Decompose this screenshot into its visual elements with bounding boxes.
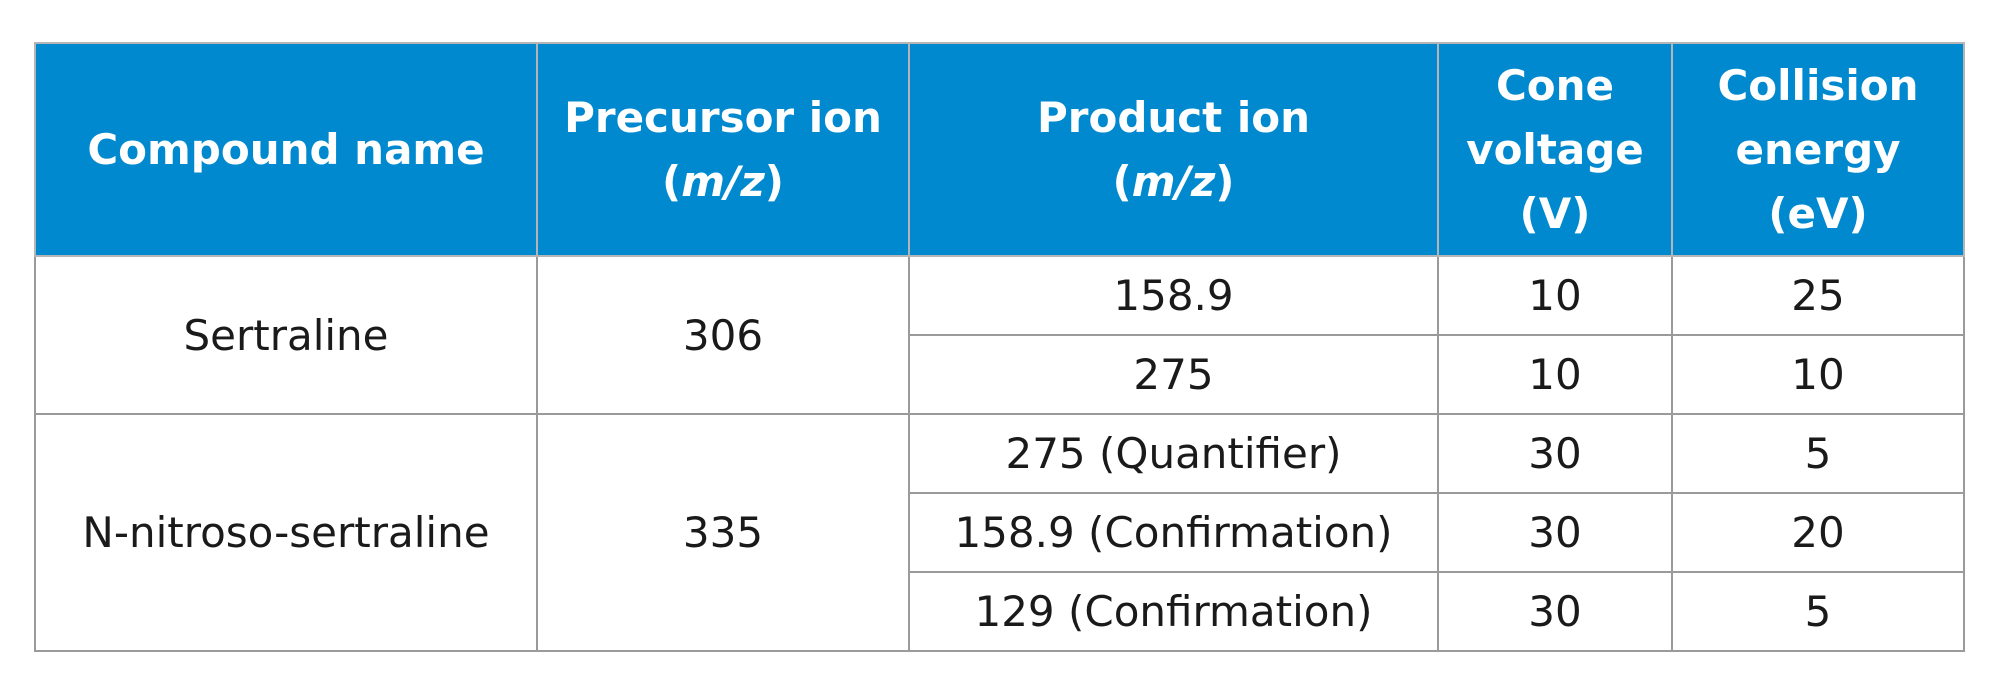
table-row: Sertraline 306 158.9 10 25 [34,255,1965,415]
table-row: N-nitroso-sertraline 335 275 (Quantifier) 3… [34,413,1965,652]
precursor-cell: 306 [536,255,910,415]
product-cell: 129 (Confirmation) [908,571,1439,652]
collision-cell: 5 [1671,413,1965,494]
unit-close: ) [764,156,784,206]
unit-italic: m/z [1131,156,1216,206]
product-cell: 275 [908,334,1439,415]
cone-cell: 30 [1437,413,1673,494]
header-line: Compound name [87,124,485,174]
product-cell: 275 (Quantifier) [908,413,1439,494]
header-cell: Cone voltage (V) [1437,42,1673,257]
compound-cell: Sertraline [34,255,538,415]
unit-open: ( [1112,156,1132,206]
product-cell: 158.9 [908,255,1439,336]
table-row: 158.9 (Confirmation) 30 20 [35,492,1965,573]
collision-cell: 20 [1671,492,1965,573]
unit-italic: m/z [681,156,765,206]
table-body: Sertraline 306 158.9 10 25 275 10 10 N-nitroso-s… [34,255,1965,652]
header-line: Collision [1717,60,1919,110]
header-line: energy [1735,124,1901,174]
header-cell: Compound name [34,42,538,257]
cone-cell: 30 [1437,571,1673,652]
data-table: Compound name Precursor ion (m/z) Product i… [34,42,1965,652]
header-line: (V) [1519,188,1591,238]
header-line: (eV) [1768,188,1868,238]
header-row: Compound name Precursor ion (m/z) Product i… [34,42,1965,257]
unit-close: ) [1215,156,1235,206]
table-row: 129 (Confirmation) 30 5 [35,571,1965,652]
header-cell: Collision energy (eV) [1671,42,1965,257]
cone-cell: 30 [1437,492,1673,573]
header-line: Precursor ion [564,92,882,142]
table-row: 275 10 10 [35,334,1965,415]
header-line: Cone [1495,60,1615,110]
product-cell: 158.9 (Confirmation) [908,492,1439,573]
collision-cell: 10 [1671,334,1965,415]
header-line: voltage [1466,124,1644,174]
collision-cell: 5 [1671,571,1965,652]
header-unit: (m/z) [538,150,908,214]
header-unit: (m/z) [910,150,1437,214]
cone-cell: 10 [1437,255,1673,336]
precursor-cell: 335 [536,413,910,652]
header-cell: Product ion (m/z) [908,42,1439,257]
cone-cell: 10 [1437,334,1673,415]
header-line: Product ion [1036,92,1311,142]
header-cell: Precursor ion (m/z) [536,42,910,257]
collision-cell: 25 [1671,255,1965,336]
compound-cell: N-nitroso-sertraline [34,413,538,652]
unit-open: ( [662,156,682,206]
